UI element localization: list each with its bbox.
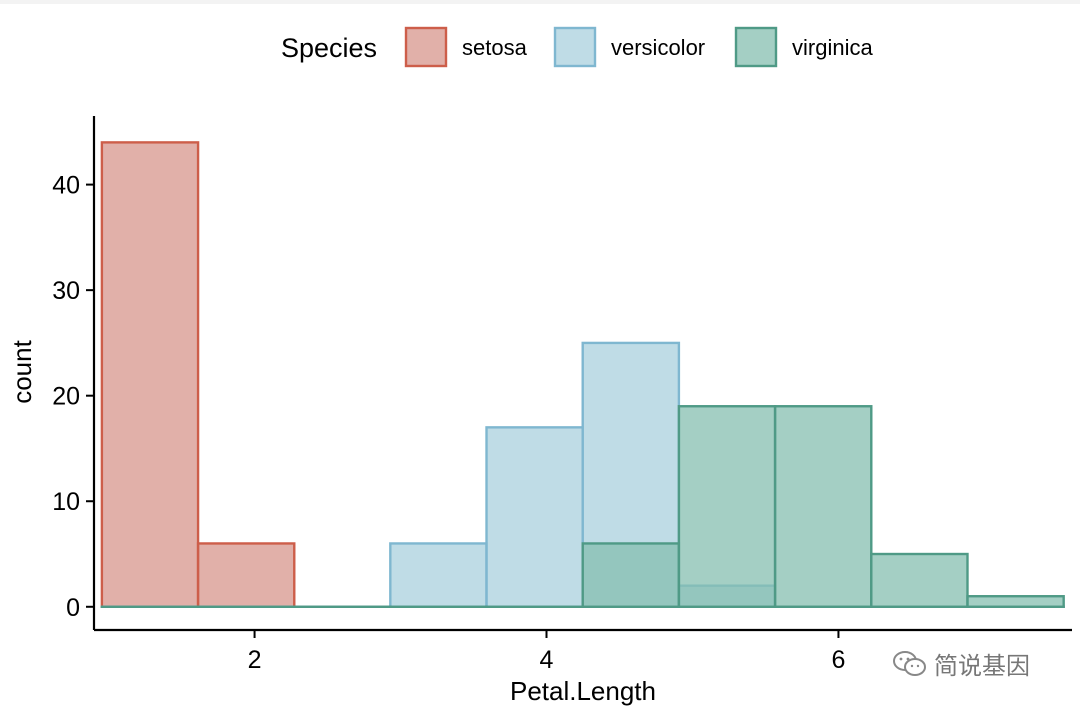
y-axis-title: count (7, 339, 37, 403)
x-axis-title: Petal.Length (510, 676, 656, 706)
bar-virginica-8 (870, 552, 969, 608)
legend-label-versicolor: versicolor (611, 35, 705, 60)
bar-versicolor-3 (389, 542, 488, 608)
legend-label-virginica: virginica (792, 35, 873, 60)
top-border (0, 0, 1080, 4)
x-tick-label: 4 (540, 646, 554, 674)
legend-key-versicolor (553, 26, 597, 68)
plot-area (100, 141, 1065, 608)
legend-key-virginica (734, 26, 778, 68)
y-tick-label: 0 (66, 594, 80, 622)
bar-virginica-5 (581, 542, 681, 608)
bar-virginica-9 (966, 595, 1065, 608)
watermark-text: 简说基因 (934, 653, 1030, 680)
y-tick-label: 30 (52, 277, 80, 305)
legend-title: Species (281, 33, 377, 63)
bar-setosa-0 (100, 141, 200, 608)
y-tick-label: 10 (52, 488, 80, 516)
watermark: 简说基因 (892, 646, 1030, 681)
wechat-icon (893, 650, 926, 676)
x-tick-label: 6 (831, 646, 845, 674)
y-tick-label: 40 (52, 172, 80, 200)
bar-versicolor-4 (485, 426, 584, 608)
legend-label-setosa: setosa (462, 35, 528, 60)
axes: 0 10 20 30 40 2 4 6 (52, 116, 1072, 674)
legend: Species setosa versicolor virginica (281, 26, 873, 68)
series-virginica (100, 405, 1065, 608)
bar-virginica-6 (677, 405, 777, 608)
series-setosa (100, 141, 1065, 608)
bar-setosa-1 (196, 542, 296, 608)
x-tick-label: 2 (248, 646, 262, 674)
legend-key-setosa (404, 26, 448, 68)
y-tick-label: 20 (52, 383, 80, 411)
bar-virginica-7 (773, 405, 873, 608)
